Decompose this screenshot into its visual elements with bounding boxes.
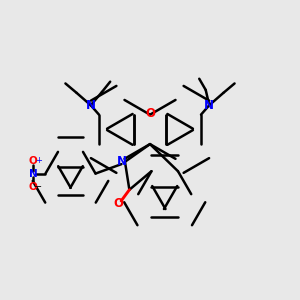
Text: N: N (86, 99, 96, 112)
Text: O: O (145, 107, 155, 120)
Text: N: N (29, 169, 38, 178)
Text: N: N (116, 155, 126, 168)
Text: O: O (29, 156, 38, 166)
Text: O: O (29, 182, 38, 191)
Text: N: N (204, 99, 214, 112)
Text: O: O (113, 197, 123, 210)
Text: +: + (35, 156, 42, 165)
Text: −: − (34, 182, 43, 191)
